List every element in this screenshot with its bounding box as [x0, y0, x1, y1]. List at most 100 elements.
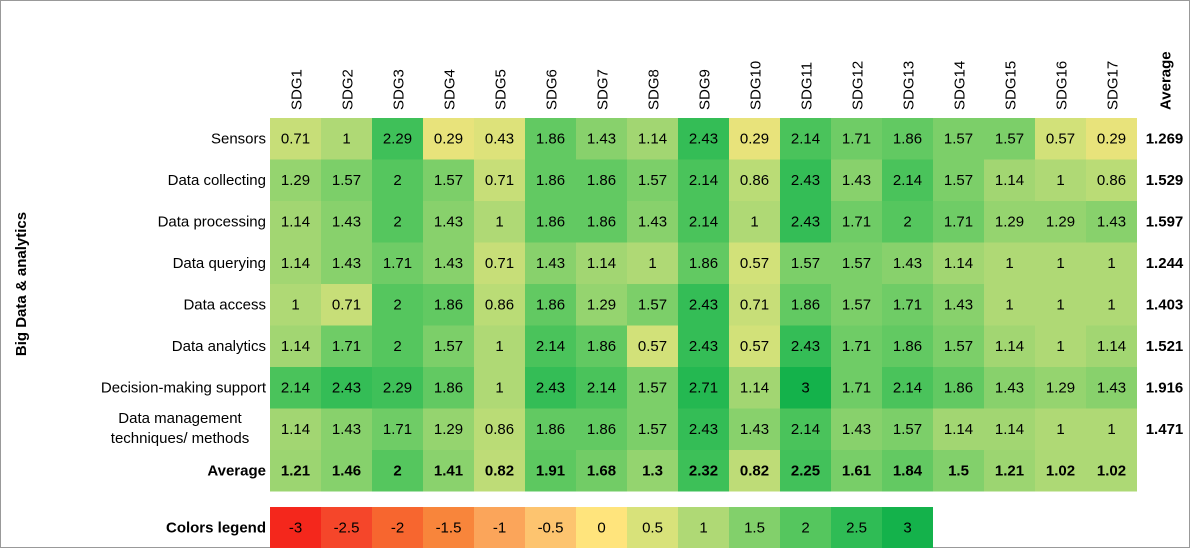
- legend-label: -2.5: [334, 520, 360, 537]
- cell: [1086, 284, 1137, 326]
- cell-label: 1: [495, 380, 503, 397]
- cell: [678, 284, 729, 326]
- average-cell: [933, 450, 984, 492]
- cell-label: 0.71: [485, 255, 514, 272]
- cell: [831, 242, 882, 284]
- legend-label: 2.5: [846, 520, 867, 537]
- cell: [270, 118, 321, 160]
- cell: [372, 201, 423, 243]
- cell: [627, 367, 678, 409]
- cell-label: 0.43: [485, 131, 514, 148]
- cell-label: 2: [393, 172, 401, 189]
- cell-label: 1.71: [842, 380, 871, 397]
- cell: [474, 159, 525, 201]
- cell: [321, 201, 372, 243]
- cell-label: 1: [1056, 297, 1064, 314]
- cell-label: 2.29: [383, 131, 412, 148]
- cell: [423, 242, 474, 284]
- cell-label: 1: [1107, 421, 1115, 438]
- cell: [984, 118, 1035, 160]
- cell: [984, 367, 1035, 409]
- cell-label: 1.43: [332, 421, 361, 438]
- cell: [321, 325, 372, 367]
- cell: [678, 367, 729, 409]
- cell: [933, 408, 984, 450]
- cell: [1086, 201, 1137, 243]
- cell-label: 2: [393, 297, 401, 314]
- cell-label: 1.57: [638, 172, 667, 189]
- cell: [474, 408, 525, 450]
- cell: [933, 242, 984, 284]
- cell: [627, 118, 678, 160]
- cell: [882, 408, 933, 450]
- cell: [576, 408, 627, 450]
- row-label: Data analytics: [172, 338, 266, 355]
- average-cell: [372, 450, 423, 492]
- cell-label: 2.71: [689, 380, 718, 397]
- average-cell-label: 1.91: [536, 463, 565, 480]
- cell: [423, 284, 474, 326]
- cell-label: 1.43: [1097, 214, 1126, 231]
- cell-label: 0.57: [638, 338, 667, 355]
- cell-label: 1.43: [638, 214, 667, 231]
- legend-label: -2: [391, 520, 404, 537]
- cell-label: 0.29: [740, 131, 769, 148]
- cell-label: 0.57: [740, 338, 769, 355]
- cell-label: 1.86: [434, 380, 463, 397]
- average-cell: [525, 450, 576, 492]
- cell-label: 1.29: [281, 172, 310, 189]
- cell-label: 0.71: [485, 172, 514, 189]
- cell-label: 2.43: [689, 421, 718, 438]
- cell: [525, 325, 576, 367]
- cell: [627, 242, 678, 284]
- average-cell-label: 1.68: [587, 463, 616, 480]
- cell-label: 1: [495, 214, 503, 231]
- cell: [882, 201, 933, 243]
- cell-label: 2.43: [689, 338, 718, 355]
- average-cell: [576, 450, 627, 492]
- cell: [780, 159, 831, 201]
- legend-label: -0.5: [538, 520, 564, 537]
- cell: [474, 118, 525, 160]
- legend-label: 1: [699, 520, 707, 537]
- row-label: Data processing: [158, 214, 266, 231]
- average-cell: [627, 450, 678, 492]
- cell: [678, 325, 729, 367]
- cell-label: 1.86: [536, 131, 565, 148]
- column-label: SDG3: [390, 69, 407, 110]
- cell: [321, 408, 372, 450]
- cell: [372, 118, 423, 160]
- cell-label: 2.14: [893, 172, 922, 189]
- average-cell-label: 1.21: [995, 463, 1024, 480]
- cell-label: 1: [495, 338, 503, 355]
- column-label: SDG6: [543, 69, 560, 110]
- cell-label: 2.14: [791, 421, 820, 438]
- cell: [780, 118, 831, 160]
- cell-label: 1.43: [332, 255, 361, 272]
- cell: [270, 159, 321, 201]
- average-cell-label: 1.46: [332, 463, 361, 480]
- column-label: SDG2: [339, 69, 356, 110]
- cell-label: 1.86: [893, 338, 922, 355]
- cell-label: 1.86: [587, 338, 616, 355]
- cell: [270, 367, 321, 409]
- cell: [321, 367, 372, 409]
- cell: [882, 284, 933, 326]
- cell: [423, 159, 474, 201]
- cell-label: 0.71: [281, 131, 310, 148]
- cell-label: 0.86: [485, 421, 514, 438]
- legend-swatch: [372, 507, 423, 548]
- cell: [729, 367, 780, 409]
- cell: [423, 408, 474, 450]
- cell: [729, 408, 780, 450]
- cell: [1086, 367, 1137, 409]
- cell-label: 1: [1107, 297, 1115, 314]
- average-cell-label: 2: [393, 463, 401, 480]
- row-label: Data management: [118, 410, 242, 427]
- cell: [678, 118, 729, 160]
- cell-label: 2.14: [536, 338, 565, 355]
- cell: [372, 159, 423, 201]
- cell-label: 1.57: [434, 172, 463, 189]
- cell: [1035, 367, 1086, 409]
- cell: [423, 118, 474, 160]
